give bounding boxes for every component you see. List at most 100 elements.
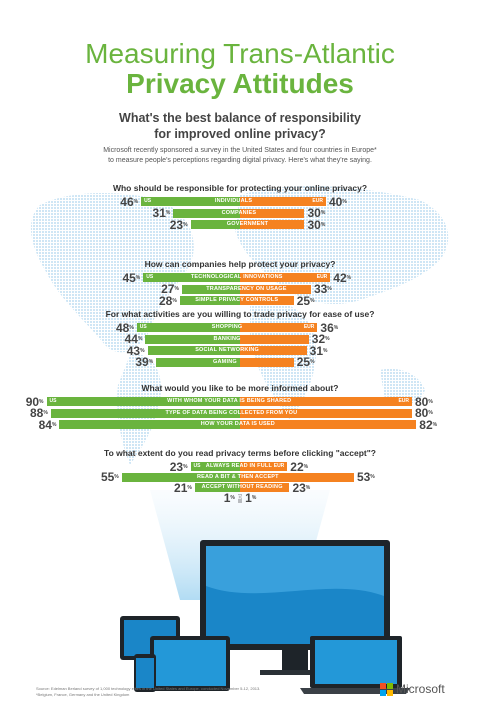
us-value-value: 55: [100, 470, 115, 484]
bar-row: TYPE OF DATA BEING COLLECTED FROM YOU: [50, 408, 412, 418]
eur-value-value: 80: [415, 406, 429, 420]
us-value-value: 39: [135, 355, 149, 369]
us-value-value: 46: [120, 194, 134, 209]
us-value: 21%: [155, 482, 192, 494]
question-2: How can companies help protect your priv…: [144, 259, 336, 269]
eur-value-value: 30: [307, 217, 321, 232]
us-tag: US: [144, 198, 152, 204]
eur-value: 25%: [297, 356, 315, 368]
us-value: 31%: [133, 207, 171, 219]
category-label: ALWAYS READ IN FULL: [205, 463, 273, 469]
us-bar: [190, 220, 240, 229]
bar-row: ALWAYS READ IN FULL US EUR: [190, 462, 288, 471]
category-label: TECHNOLOGICAL INNOVATIONS: [190, 274, 283, 280]
eur-value-pct-sign: %: [327, 286, 332, 292]
eur-tag: EUR: [273, 463, 285, 469]
eur-value-pct-sign: %: [432, 421, 438, 428]
footer-line-2: *Belgium, France, Germany and the United…: [36, 692, 130, 697]
us-value-pct-sign: %: [133, 198, 139, 205]
eur-value-value: 31: [309, 343, 323, 358]
eur-value: 30%: [308, 219, 326, 231]
us-bar: [181, 284, 240, 294]
eur-value-pct-sign: %: [251, 495, 257, 501]
eur-bar: [239, 208, 305, 218]
eur-value-value: 40: [329, 194, 343, 209]
eur-bar: [240, 472, 354, 482]
us-value-pct-sign: %: [51, 421, 57, 428]
eur-bar: [240, 284, 311, 294]
us-value-pct-sign: %: [230, 495, 235, 501]
us-value-value: 88: [29, 406, 44, 420]
title-line-1: Measuring Trans-Atlantic: [85, 38, 395, 69]
eur-value: 42%: [333, 272, 351, 284]
us-value-value: 44: [124, 332, 138, 346]
eur-value-value: 53: [356, 470, 371, 484]
eur-bar: [240, 273, 331, 282]
us-value-pct-sign: %: [148, 359, 154, 365]
us-value-pct-sign: %: [183, 221, 188, 228]
us-value: 23%: [151, 219, 188, 231]
category-label: TYPE OF DATA BEING COLLECTED FROM YOU: [165, 409, 298, 416]
eur-value-pct-sign: %: [428, 410, 433, 416]
eur-value-pct-sign: %: [320, 210, 326, 216]
category-label: TRANSPARENCY ON USAGE: [206, 285, 287, 292]
bar-row: SIMPLE PRIVACY CONTROLS: [179, 296, 294, 305]
eur-value-pct-sign: %: [303, 463, 309, 470]
subtitle: What's the best balance of responsibilit…: [0, 110, 480, 142]
us-value-pct-sign: %: [135, 274, 141, 281]
us-bar: [147, 346, 240, 355]
us-value-pct-sign: %: [43, 410, 48, 416]
us-value-value: 1: [223, 491, 231, 505]
us-bar: [50, 408, 240, 418]
us-value: 1%: [198, 492, 235, 504]
us-tag: US: [49, 398, 57, 404]
us-value-pct-sign: %: [187, 484, 192, 491]
category-label: COMPANIES: [221, 209, 257, 216]
bar-row: BANKING: [145, 334, 309, 344]
us-bar: [136, 323, 240, 332]
us-value-value: 43: [126, 343, 141, 358]
eur-value: 31%: [310, 345, 328, 357]
us-value: 23%: [151, 461, 188, 473]
us-bar: [59, 420, 240, 429]
eur-value: 1%: [245, 492, 256, 504]
eur-value-value: 82: [419, 417, 433, 432]
question-1: Who should be responsible for protecting…: [112, 183, 368, 193]
us-value-value: 23: [169, 217, 184, 232]
us-bar: [143, 273, 240, 282]
eur-bar: [240, 493, 243, 503]
us-value: 27%: [142, 283, 179, 295]
eur-value: 82%: [419, 419, 437, 431]
eur-value-value: 23: [292, 480, 306, 495]
us-tag: US: [139, 324, 147, 330]
eur-value: 36%: [320, 322, 338, 334]
eur-value-pct-sign: %: [310, 297, 315, 304]
eur-value: 53%: [357, 471, 375, 483]
us-value-pct-sign: %: [39, 398, 44, 405]
eur-bar: [239, 220, 305, 229]
category-label: INDIVIDUALS: [214, 198, 253, 204]
eur-value-pct-sign: %: [428, 398, 433, 405]
eur-value-pct-sign: %: [325, 336, 330, 342]
us-value-pct-sign: %: [129, 324, 134, 331]
bar-row: SHOPPING US EUR: [136, 323, 318, 332]
us-value-pct-sign: %: [172, 297, 177, 304]
eur-value-value: 25: [296, 355, 311, 369]
eur-value: 32%: [312, 333, 330, 345]
category-label: SIMPLE PRIVACY CONTROLS: [195, 297, 279, 303]
eur-value-value: 33: [313, 282, 328, 296]
microsoft-brand: Microsoft: [380, 682, 450, 698]
us-bar: [145, 334, 240, 344]
us-bar: [156, 357, 240, 367]
us-value-pct-sign: %: [174, 286, 179, 292]
microsoft-wordmark: Microsoft: [396, 682, 445, 696]
us-bar: [141, 197, 240, 206]
bar-row: COMPANIES: [173, 208, 305, 218]
us-value: 44%: [105, 332, 143, 346]
eur-value: 30%: [308, 207, 326, 219]
category-label: READ A BIT & THEN ACCEPT: [196, 473, 279, 480]
eur-bar: [239, 408, 412, 418]
devices-illustration: [120, 540, 410, 694]
us-value: 90%: [7, 396, 44, 408]
eur-value: 25%: [297, 295, 315, 307]
